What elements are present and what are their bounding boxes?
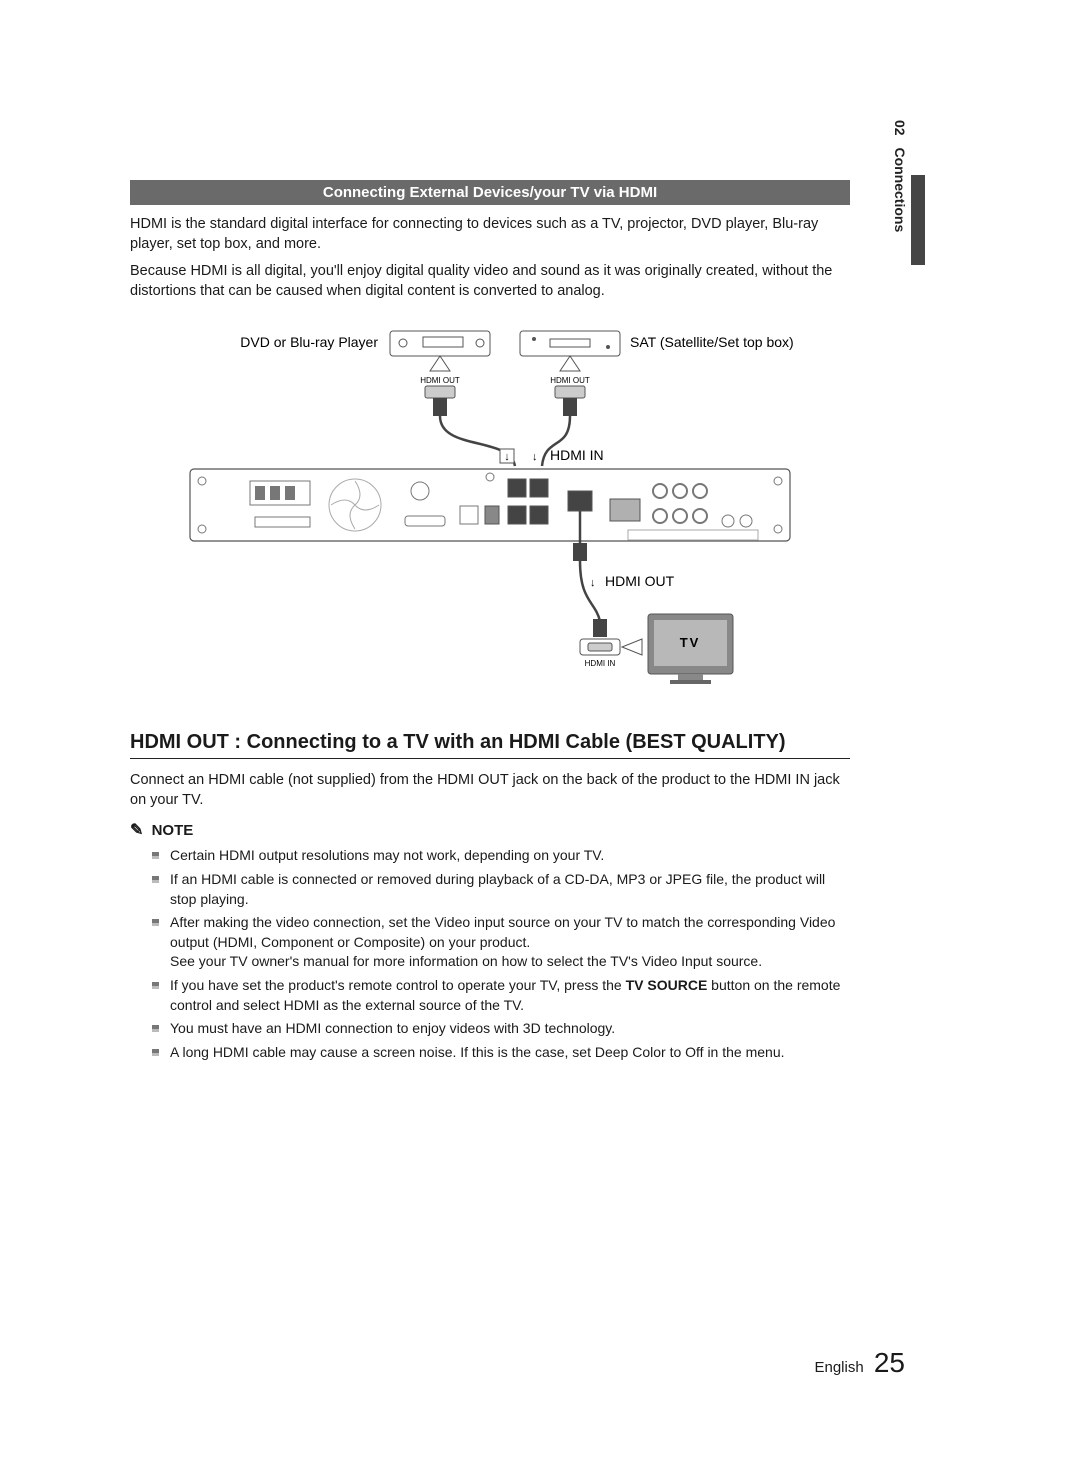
svg-text:↓: ↓ <box>590 577 596 589</box>
page-footer: English 25 <box>814 1347 905 1379</box>
note-item: After making the video connection, set t… <box>170 913 850 972</box>
intro-paragraph-1: HDMI is the standard digital interface f… <box>130 215 850 254</box>
page-content: Connecting External Devices/your TV via … <box>130 170 850 1066</box>
footer-language: English <box>814 1359 863 1376</box>
note-heading: ✎ NOTE <box>130 820 850 840</box>
side-tab-indicator <box>911 175 925 265</box>
note-item: If an HDMI cable is connected or removed… <box>170 870 850 909</box>
chapter-number: 02 <box>892 120 908 136</box>
intro-paragraph-2: Because HDMI is all digital, you'll enjo… <box>130 262 850 301</box>
note-item: Certain HDMI output resolutions may not … <box>170 846 850 866</box>
section-banner: Connecting External Devices/your TV via … <box>130 180 850 205</box>
note-item: If you have set the product's remote con… <box>170 976 850 1015</box>
note-label-text: NOTE <box>152 822 194 839</box>
connection-diagram: DVD or Blu-ray Player SAT (Satellite/Set… <box>130 321 850 701</box>
side-tab: 02 Connections <box>892 120 908 232</box>
hdmi-out-small-2: HDMI OUT <box>550 376 590 385</box>
notes-list: Certain HDMI output resolutions may not … <box>130 846 850 1062</box>
hdmi-in-label: HDMI IN <box>550 447 604 463</box>
pencil-icon: ✎ <box>130 820 143 840</box>
chapter-label: Connections <box>892 147 908 232</box>
dvd-label: DVD or Blu-ray Player <box>240 334 378 350</box>
svg-text:↓: ↓ <box>504 451 510 463</box>
sat-label: SAT (Satellite/Set top box) <box>630 334 794 350</box>
tv-label: TV <box>680 635 701 650</box>
connect-paragraph: Connect an HDMI cable (not supplied) fro… <box>130 771 850 810</box>
note-item: A long HDMI cable may cause a screen noi… <box>170 1043 850 1063</box>
svg-text:↓: ↓ <box>532 451 538 463</box>
hdmi-out-small-1: HDMI OUT <box>420 376 460 385</box>
note-item: You must have an HDMI connection to enjo… <box>170 1019 850 1039</box>
page-number: 25 <box>874 1347 905 1378</box>
hdmi-out-label: HDMI OUT <box>605 573 675 589</box>
hdmi-in-small: HDMI IN <box>585 659 616 668</box>
subsection-heading: HDMI OUT : Connecting to a TV with an HD… <box>130 731 850 759</box>
